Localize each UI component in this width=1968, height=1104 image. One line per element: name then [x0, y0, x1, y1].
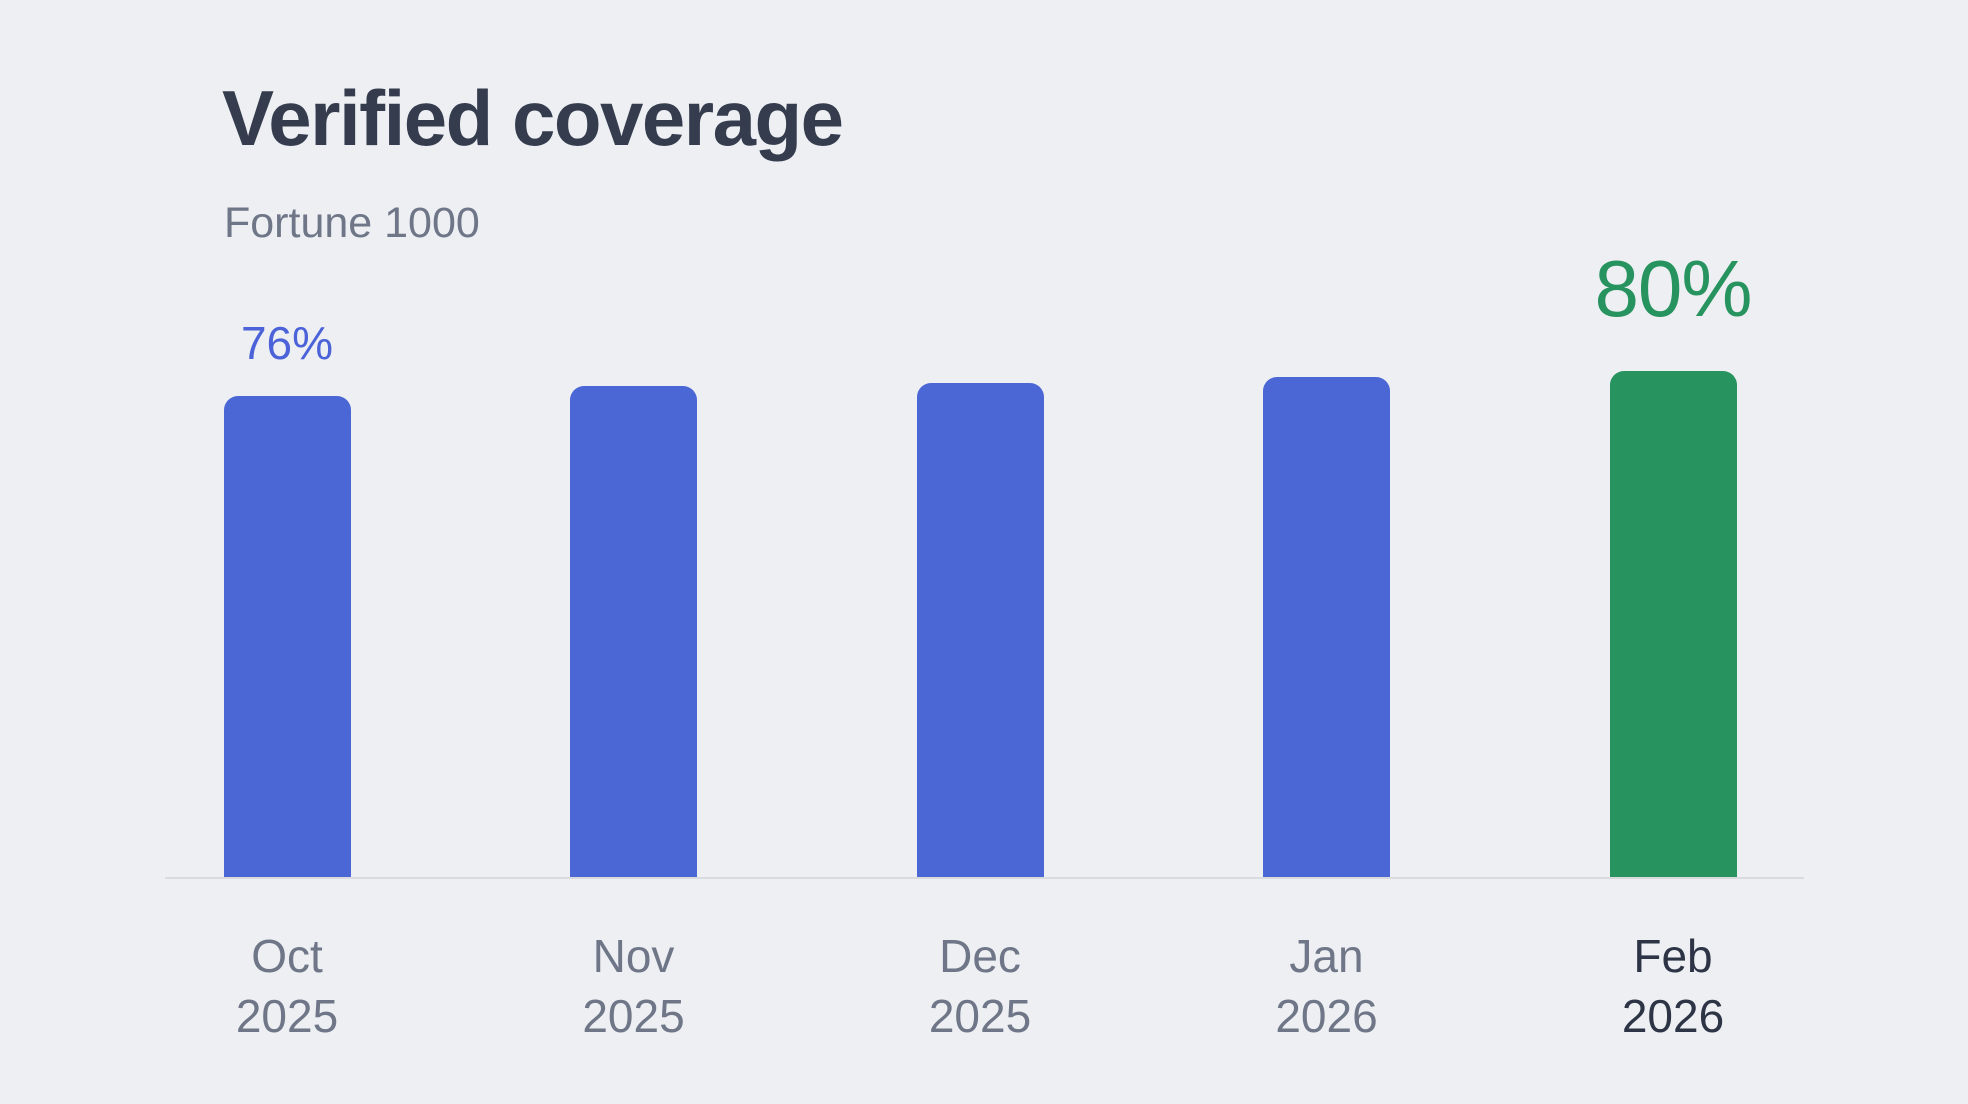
- tick-year: 2025: [928, 990, 1032, 1042]
- bar-column-jan-2026: Jan 2026: [1263, 0, 1390, 1104]
- tick-year: 2026: [1275, 990, 1378, 1042]
- bar-jan-2026: [1263, 377, 1390, 877]
- bar-nov-2025: [570, 386, 697, 877]
- tick-month: Dec: [939, 930, 1021, 982]
- tick-year: 2025: [235, 990, 339, 1042]
- x-tick-feb-2026: Feb 2026: [1622, 926, 1724, 1046]
- chart-subtitle: Fortune 1000: [224, 199, 480, 247]
- bar-oct-2025: [223, 396, 351, 877]
- bar-column-feb-2026: 80% Feb 2026: [1594, 0, 1752, 1104]
- tick-month: Feb: [1633, 930, 1713, 982]
- bar-column-oct-2025: 76% Oct 2025: [223, 0, 351, 1104]
- bar-highlighted-feb-2026: [1609, 371, 1737, 877]
- tick-year: 2025: [582, 990, 685, 1042]
- value-label-oct-2025: 76%: [240, 317, 334, 369]
- chart-title: Verified coverage: [222, 74, 844, 162]
- bar-column-nov-2025: Nov 2025: [570, 0, 697, 1104]
- x-tick-jan-2026: Jan 2026: [1275, 926, 1377, 1046]
- value-label-feb-2026: 80%: [1594, 244, 1752, 333]
- bar-dec-2025: [916, 383, 1044, 877]
- x-tick-dec-2025: Dec 2025: [929, 926, 1031, 1046]
- tick-year: 2026: [1621, 990, 1725, 1042]
- tick-month: Nov: [592, 930, 675, 982]
- tick-month: Jan: [1289, 930, 1364, 982]
- x-tick-nov-2025: Nov 2025: [582, 926, 684, 1046]
- tick-month: Oct: [251, 930, 323, 982]
- bar-column-dec-2025: Dec 2025: [916, 0, 1044, 1104]
- x-tick-oct-2025: Oct 2025: [236, 926, 338, 1046]
- x-axis-line: [165, 877, 1804, 879]
